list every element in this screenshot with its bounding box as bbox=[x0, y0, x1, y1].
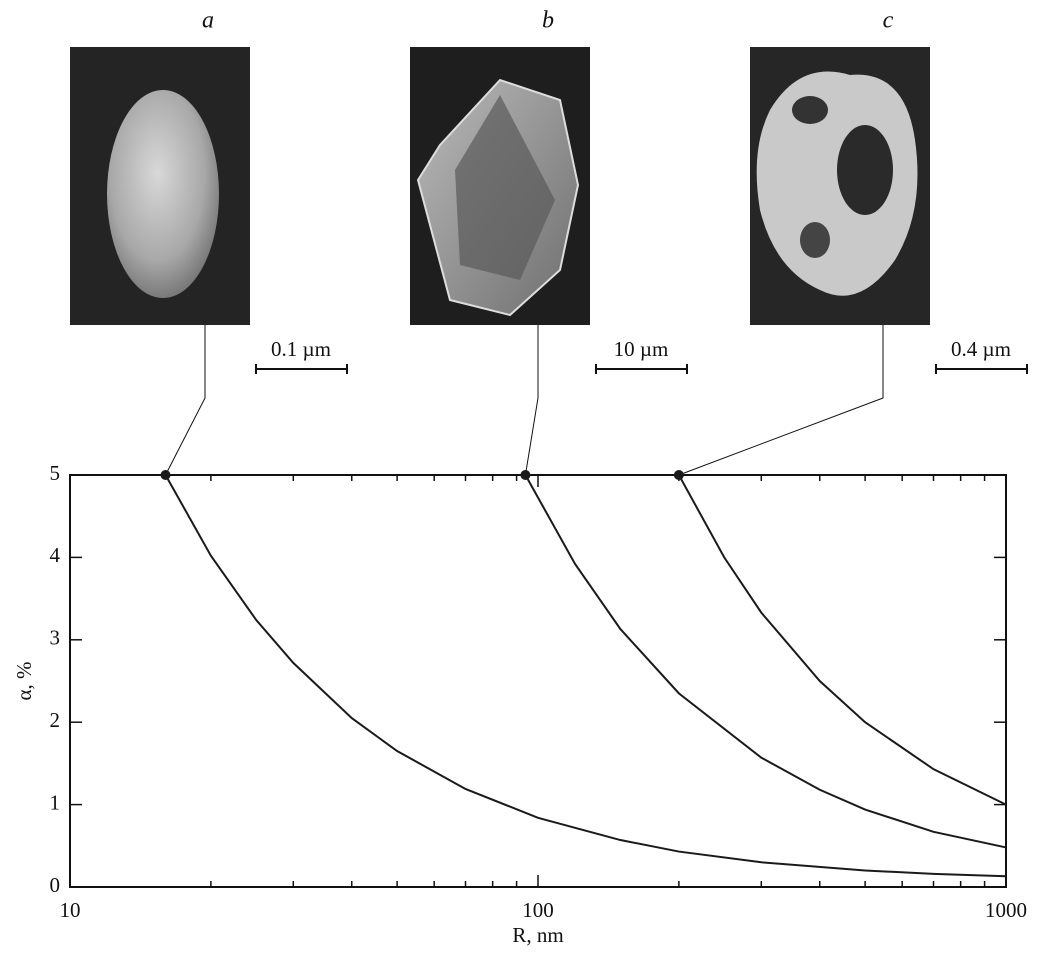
y-tick-label: 2 bbox=[50, 708, 61, 732]
curve bbox=[166, 475, 1006, 876]
y-tick-label: 5 bbox=[50, 461, 61, 485]
micrograph-b bbox=[410, 47, 590, 325]
curve bbox=[525, 475, 1006, 847]
x-axis-title: R, nm bbox=[512, 923, 563, 947]
scale-bar-label: 0.1 µm bbox=[271, 337, 331, 361]
panel-label: c bbox=[883, 8, 894, 34]
y-tick-label: 0 bbox=[50, 873, 61, 897]
panel-label: a bbox=[202, 8, 214, 34]
scale-bar-label: 10 µm bbox=[614, 337, 669, 361]
marker bbox=[520, 470, 530, 480]
curve bbox=[679, 475, 1006, 805]
y-axis-title: α, % bbox=[12, 662, 36, 701]
scale-bar-label: 0.4 µm bbox=[951, 337, 1011, 361]
x-tick-label: 100 bbox=[522, 898, 554, 922]
x-tick-label: 10 bbox=[60, 898, 81, 922]
marker bbox=[674, 470, 684, 480]
leader-line bbox=[166, 325, 205, 475]
x-tick-label: 1000 bbox=[985, 898, 1027, 922]
panel-label: b bbox=[542, 8, 554, 34]
marker bbox=[161, 470, 171, 480]
figure: R, nm α, % 0 1 2 3 4 5 10 100 1000 a 0.1 µm b 10 µm c… bbox=[0, 0, 1037, 954]
y-tick-label: 4 bbox=[50, 543, 61, 567]
plot-frame bbox=[70, 475, 1006, 887]
y-tick-label: 3 bbox=[50, 626, 61, 650]
micrograph-c bbox=[750, 47, 930, 325]
leader-line bbox=[525, 325, 538, 475]
y-tick-label: 1 bbox=[50, 790, 61, 814]
micrograph-a bbox=[70, 47, 250, 325]
leader-line bbox=[679, 325, 883, 475]
